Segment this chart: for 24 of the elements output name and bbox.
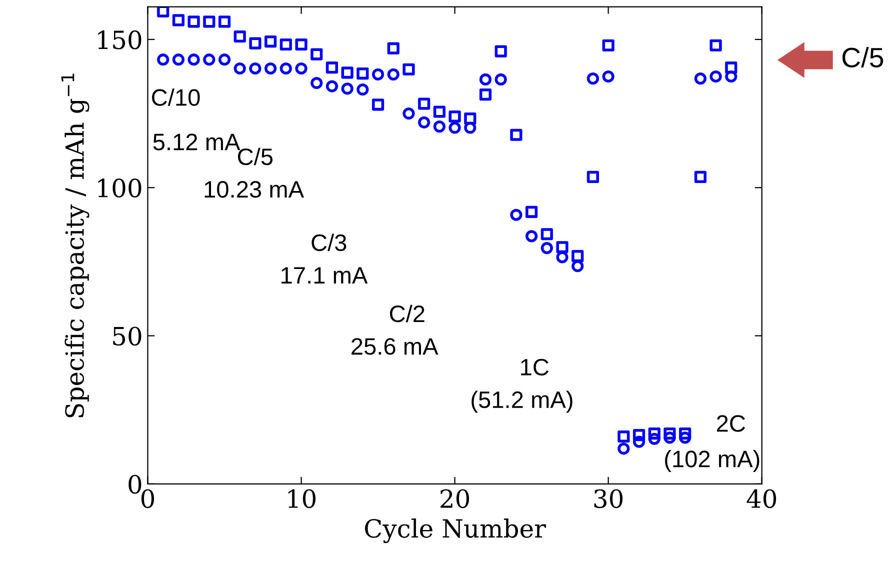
annotation: C/10 — [152, 88, 200, 106]
x-tick-label: 0 — [141, 489, 154, 508]
x-tick-label: 30 — [594, 489, 623, 508]
text: C/5 — [842, 47, 884, 68]
y-tick-label: 0 — [128, 474, 142, 494]
x-tick-label: 20 — [440, 489, 470, 508]
annotation: (51.2 mA) — [472, 390, 572, 413]
annotation: 5.12 mA — [153, 134, 240, 150]
annotation: C/3 — [312, 234, 346, 252]
annotation: 17.1 mA — [282, 267, 368, 284]
annotation: 10.23 mA — [204, 181, 304, 198]
annotation: 1C — [521, 358, 549, 376]
annotation: C/2 — [390, 304, 424, 322]
y-axis-title: Specific capacity / mAh g$^{−1}$ — [61, 74, 90, 418]
x-tick-label: 10 — [288, 489, 316, 508]
y-tick-label: 50 — [113, 326, 142, 346]
annotation: C/5 — [238, 148, 273, 166]
y-tick-label: 150 — [98, 30, 142, 50]
y-tick-label: 100 — [98, 178, 142, 198]
annotation: (102 mA) — [665, 450, 760, 472]
x-tick-label: 40 — [746, 489, 776, 508]
x-axis-title: Cycle Number — [364, 518, 546, 544]
annotation: 25.6 mA — [352, 338, 438, 355]
annotation: 2C — [716, 415, 746, 432]
